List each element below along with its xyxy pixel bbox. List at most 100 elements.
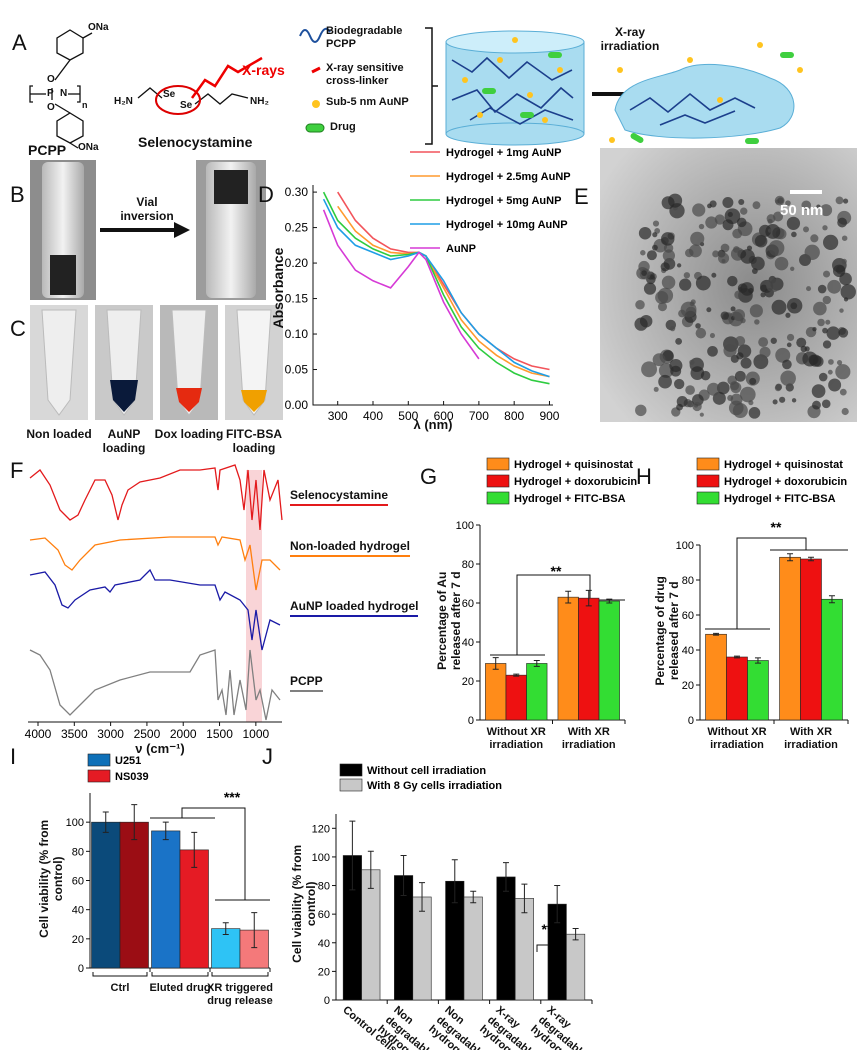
tem-particle [751,256,765,271]
x-tick-label: 600 [434,409,454,423]
tem-particle [802,351,818,367]
error-bar [419,882,426,912]
tem-particle [658,374,672,389]
tem-particle [785,200,791,206]
tem-particle [765,224,781,239]
tem-particle [760,292,766,298]
tem-particle [676,395,688,408]
x-tick-label: 3000 [97,727,124,741]
tem-particle [835,364,851,380]
tem-particles [634,193,856,419]
tem-particle [707,382,720,396]
atom: O [47,102,55,113]
y-tick-label: 0 [468,715,474,727]
degraded-hydrogel [609,42,803,144]
y-tick-label: 100 [456,520,474,532]
bar [705,633,727,721]
tem-particle [695,323,701,329]
tem-particle [835,196,844,205]
y-tick-label: 60 [462,598,474,610]
tem-particle [670,325,676,332]
atom: ONa [88,22,109,33]
tem-particle [749,377,757,385]
error-bar [131,804,138,841]
tem-particle [840,284,856,300]
legend-label: NS039 [115,771,149,783]
panel-label: G [420,464,438,489]
tem-particle [796,337,807,348]
tem-particle [817,284,827,294]
tem-particle [641,270,647,276]
error-bar [451,859,458,904]
atom: O [47,74,55,85]
tem-particle [785,312,791,318]
bar [779,556,801,721]
loading-label: AuNP loading [102,427,146,455]
legend-swatch [87,769,111,783]
bar [821,598,843,721]
tem-particle [652,220,660,227]
tem-particle [779,396,786,403]
panel-label: J [262,744,273,769]
tem-particle [759,346,771,358]
tem-particle [774,256,789,271]
tem-particle [749,304,763,318]
tem-particle [812,400,821,410]
tem-particle [652,244,658,251]
tem-particle [674,378,685,390]
bar [514,898,534,1001]
tem-particle [818,372,828,382]
tem-particle [838,327,849,338]
tem-particle [841,407,849,416]
tem-particle [826,326,840,340]
x-axis-title: ν (cm⁻¹) [135,741,185,756]
tem-particle [820,204,833,217]
error-bar [572,927,579,941]
error-bar [162,821,169,841]
y-axis-title: Cell viability (% from control) [290,844,318,963]
molecule-name: PCPP [28,142,67,158]
error-bar [787,553,794,562]
tem-particle [822,295,832,305]
legend-swatch [696,491,720,505]
bar [566,933,586,1001]
y-tick-label: 0.05 [285,363,309,377]
tem-particle [813,301,827,316]
error-bar [502,862,509,892]
x-tick-label: 300 [328,409,348,423]
axis-frame [312,185,553,406]
panel-label: B [10,182,25,207]
tem-particle [832,264,846,278]
tem-particle [806,286,812,292]
tem-particle [712,250,720,258]
legend-swatch [486,457,510,471]
tem-particle [722,196,734,208]
bar [726,656,748,721]
tem-particle [782,359,792,370]
tem-particle [657,302,668,312]
tem-particle [661,275,676,290]
legend-swatch [486,474,510,488]
series-line [322,198,550,378]
x-axis-title: λ (nm) [413,417,453,432]
x-tick-label: With XR irradiation [784,726,838,751]
tem-particle [780,370,796,387]
tem-particle [772,399,778,405]
tem-particle [839,388,847,396]
error-bar [754,657,761,664]
tem-particle [707,345,718,357]
tem-particle [646,250,657,261]
legend-label: Drug [330,121,356,133]
tem-particle [768,240,785,256]
x-tick-label: Without XR irradiation [707,726,767,751]
y-tick-label: 80 [72,846,84,858]
error-bar [554,885,561,924]
tem-particle [804,346,810,352]
loading-label: Non loaded [26,427,92,441]
tem-particle [817,318,825,327]
y-tick-label: 20 [72,934,84,946]
y-tick-label: 100 [676,540,694,552]
legend-swatch [339,778,363,792]
y-tick-label: 80 [318,881,330,893]
